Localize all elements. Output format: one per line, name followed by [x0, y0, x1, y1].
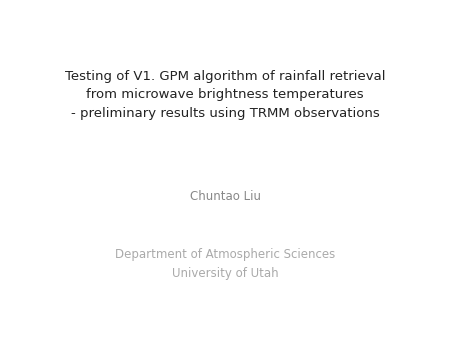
Text: Testing of V1. GPM algorithm of rainfall retrieval
from microwave brightness tem: Testing of V1. GPM algorithm of rainfall…: [65, 70, 385, 120]
Text: Department of Atmospheric Sciences
University of Utah: Department of Atmospheric Sciences Unive…: [115, 248, 335, 280]
Text: Chuntao Liu: Chuntao Liu: [189, 190, 261, 202]
